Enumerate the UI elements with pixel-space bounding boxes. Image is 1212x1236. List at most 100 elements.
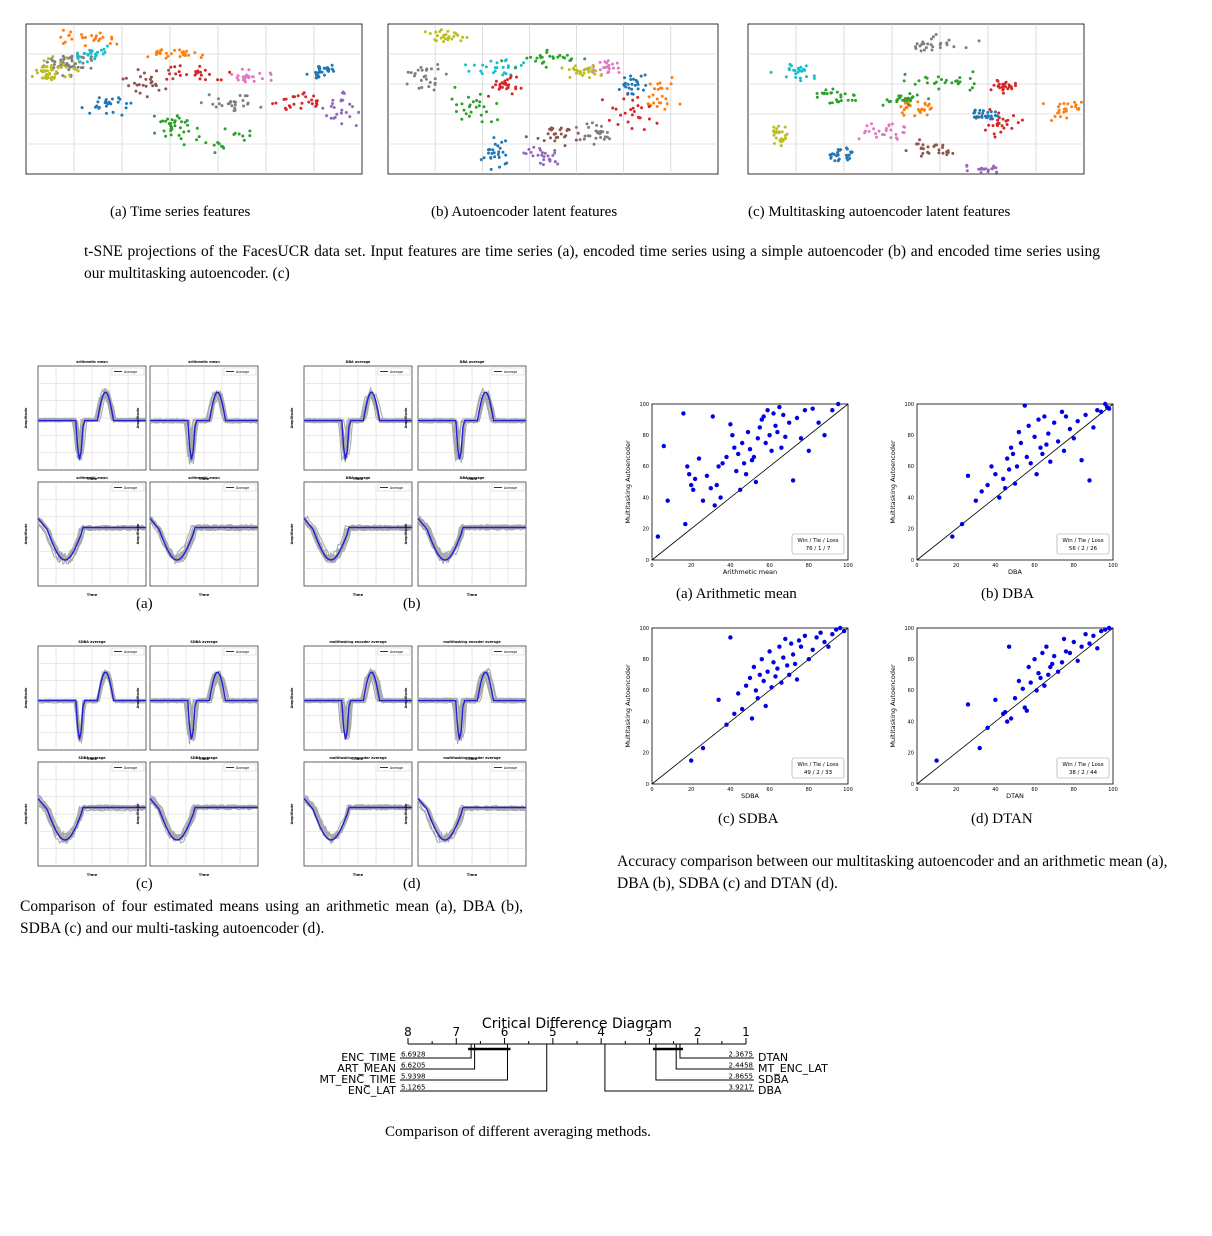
- tsne-point: [450, 37, 454, 41]
- tsne-point: [529, 55, 533, 59]
- tsne-point: [243, 76, 247, 80]
- subplot-title: arithmetic mean: [76, 476, 108, 480]
- y-axis-label: Amplitude: [404, 687, 408, 708]
- y-tick-label: 20: [643, 751, 649, 757]
- x-axis-label: Time: [353, 872, 364, 877]
- tsne-panel-c: [740, 22, 1092, 184]
- tsne-point: [154, 84, 158, 88]
- tsne-point: [954, 79, 958, 83]
- x-axis-label: Time: [353, 476, 364, 481]
- tsne-point: [836, 151, 840, 154]
- tsne-point: [495, 102, 499, 105]
- tsne-point: [663, 107, 667, 111]
- tsne-point: [587, 125, 591, 129]
- tsne-point: [178, 126, 182, 130]
- tsne-point: [918, 138, 922, 142]
- tsne-point: [1070, 105, 1074, 109]
- x-tick-label: 0: [915, 787, 918, 793]
- data-point: [692, 476, 698, 482]
- cd-method-label: DBA: [758, 1084, 782, 1097]
- tsne-point: [545, 51, 549, 54]
- data-point: [1036, 417, 1041, 422]
- tsne-point: [182, 143, 186, 147]
- tsne-point: [462, 108, 466, 112]
- series-line: [303, 519, 413, 565]
- data-point: [1024, 708, 1029, 713]
- tsne-point: [78, 60, 82, 64]
- tsne-point: [930, 48, 934, 52]
- data-point: [691, 487, 696, 492]
- data-point: [741, 461, 747, 466]
- tsne-point: [919, 49, 923, 53]
- data-point: [765, 669, 770, 674]
- tsne-point: [619, 113, 623, 117]
- tsne-point: [199, 70, 202, 74]
- tsne-point: [314, 76, 318, 80]
- tsne-point: [80, 66, 83, 70]
- tsne-point: [141, 83, 145, 87]
- tsne-point: [582, 137, 586, 141]
- tsne-point: [65, 65, 69, 69]
- tsne-point: [50, 78, 54, 82]
- cd-method-label: ART_MEAN: [337, 1062, 396, 1075]
- tsne-point: [965, 169, 969, 173]
- tsne-point: [1041, 102, 1045, 106]
- legend-label: Average: [236, 486, 249, 490]
- data-point: [1008, 445, 1014, 450]
- tsne-point: [632, 77, 635, 81]
- tsne-point: [553, 160, 557, 164]
- x-tick-label: 0: [915, 563, 918, 569]
- y-axis-label: Amplitude: [24, 687, 28, 708]
- x-axis-label: DTAN: [1006, 792, 1024, 800]
- tsne-point: [920, 107, 924, 111]
- tsne-point: [80, 106, 84, 110]
- x-tick-label: 40: [727, 563, 733, 569]
- legend-label: Average: [236, 650, 249, 654]
- tsne-point: [943, 81, 947, 85]
- data-point: [1061, 636, 1067, 642]
- tsne-point: [183, 120, 187, 124]
- tsne-point: [92, 39, 96, 42]
- tsne-point: [831, 87, 835, 91]
- legend-box: [111, 647, 145, 656]
- tsne-point: [885, 98, 889, 102]
- series-line: [304, 392, 413, 463]
- data-point: [763, 440, 768, 446]
- data-point: [1005, 719, 1010, 724]
- tsne-point: [341, 91, 344, 95]
- legend-label: Average: [390, 370, 403, 374]
- y-tick-label: 0: [911, 782, 914, 788]
- tsne-point: [979, 171, 983, 175]
- tsne-point: [81, 36, 85, 40]
- win-tie-loss-title: Win / Tie / Loss: [797, 538, 838, 544]
- tsne-point: [432, 88, 436, 92]
- tsne-point: [96, 100, 100, 104]
- tsne-point: [333, 115, 337, 119]
- win-tie-loss-box: [791, 757, 845, 779]
- tsne-point: [292, 102, 296, 106]
- tsne-point: [981, 111, 985, 115]
- tsne-point: [805, 75, 808, 79]
- data-point: [1091, 633, 1096, 638]
- data-point: [732, 711, 737, 716]
- data-point: [1016, 678, 1022, 684]
- tsne-point: [493, 155, 497, 159]
- tsne-point: [241, 99, 245, 102]
- tsne-point: [97, 106, 101, 109]
- tsne-point: [922, 48, 926, 52]
- tsne-point: [223, 127, 227, 131]
- tsne-point: [84, 36, 87, 39]
- tsne-point: [910, 96, 914, 100]
- data-point: [792, 661, 798, 667]
- tsne-point: [110, 97, 114, 101]
- y-tick-label: 100: [639, 626, 649, 632]
- tsne-point: [968, 88, 972, 92]
- data-point: [1079, 644, 1084, 649]
- legend-box: [223, 483, 257, 492]
- tsne-point: [655, 97, 659, 101]
- tsne-point: [127, 84, 131, 88]
- tsne-point: [578, 138, 582, 142]
- data-point: [1003, 486, 1008, 491]
- tsne-point: [924, 46, 928, 50]
- tsne-point: [774, 131, 778, 135]
